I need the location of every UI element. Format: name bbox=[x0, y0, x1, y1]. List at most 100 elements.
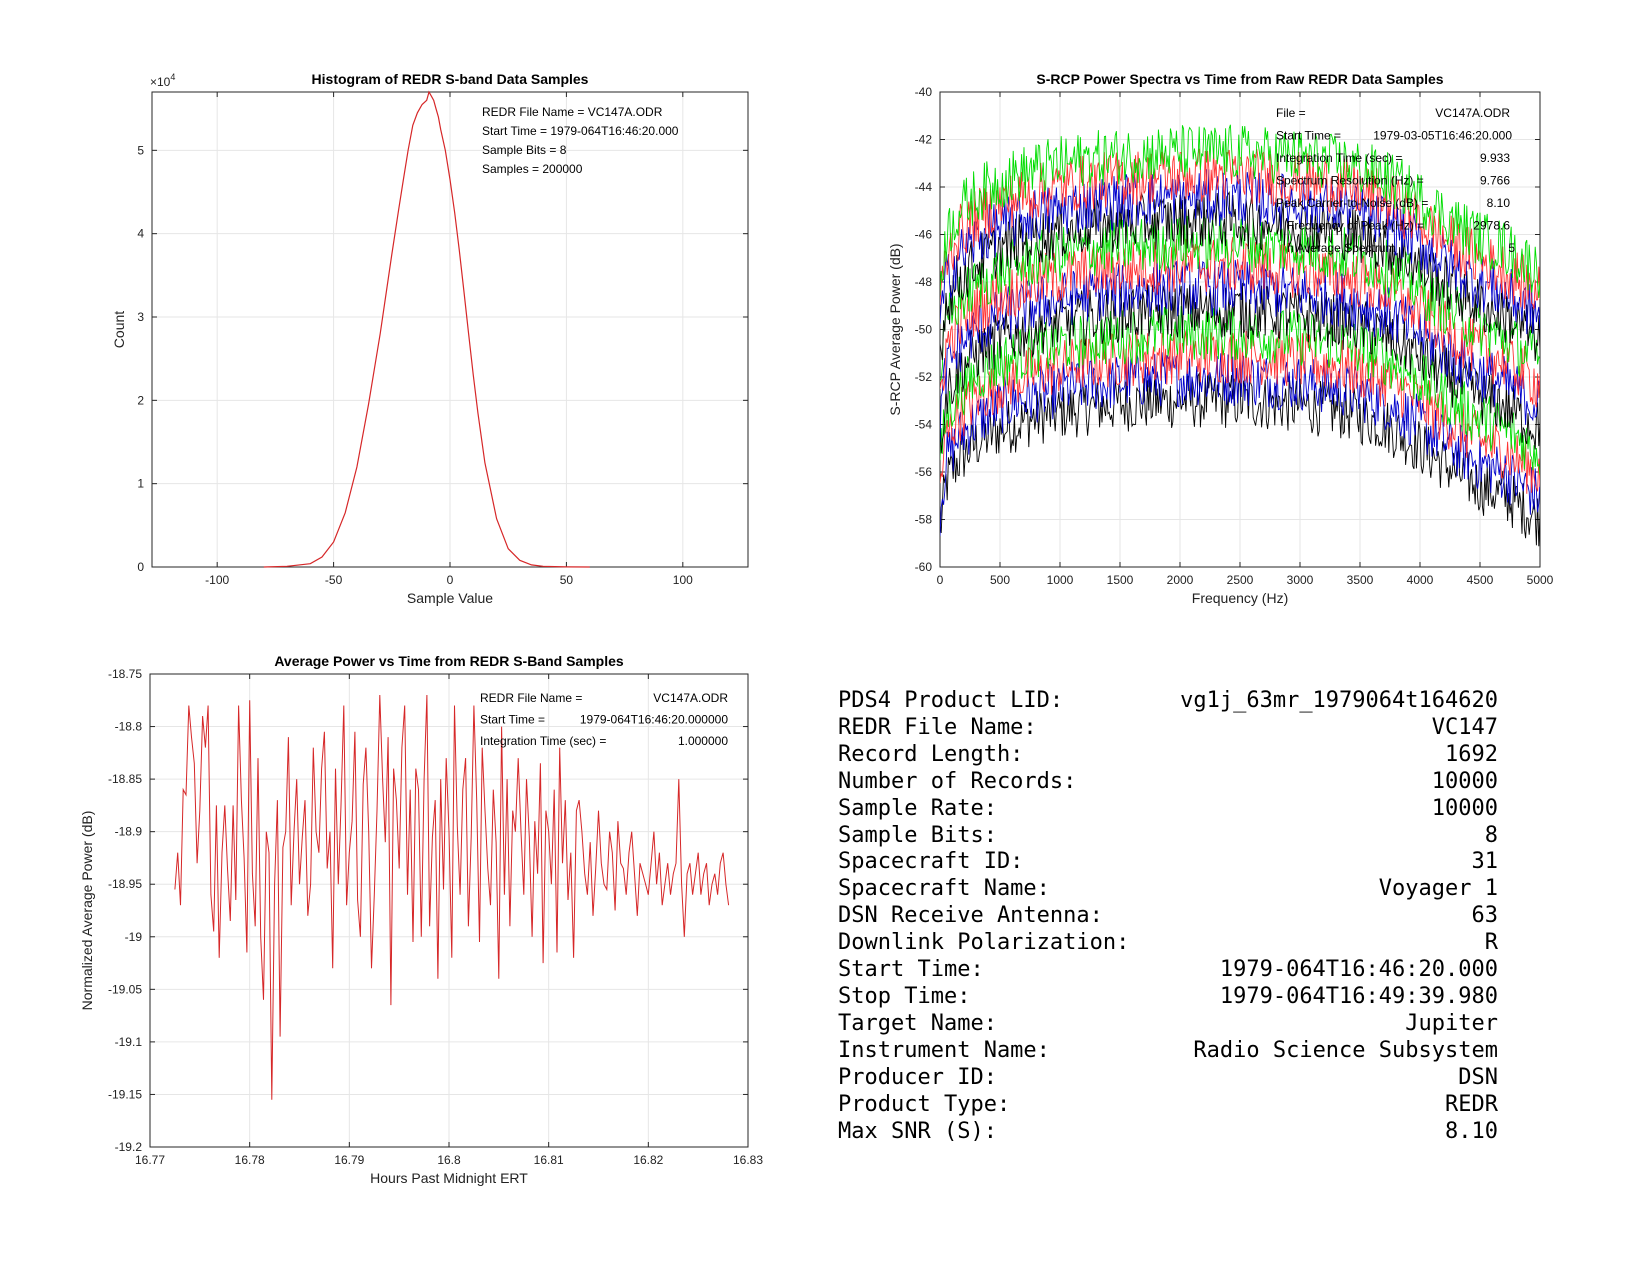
metadata-label: PDS4 Product LID: bbox=[838, 688, 1064, 713]
y-exponent-power: 4 bbox=[170, 72, 175, 82]
y-axis-label: Normalized Average Power (dB) bbox=[79, 811, 95, 1011]
spectra-annotation-label: Spectrum Resolution (Hz) = bbox=[1276, 174, 1424, 188]
x-axis-label: Hours Past Midnight ERT bbox=[370, 1170, 528, 1186]
metadata-row: Downlink Polarization: R bbox=[838, 930, 1498, 957]
y-exponent-label: ×104 bbox=[150, 72, 175, 89]
y-tick-label: -52 bbox=[915, 370, 933, 384]
chart-title: S-RCP Power Spectra vs Time from Raw RED… bbox=[1036, 71, 1443, 87]
metadata-label: REDR File Name: bbox=[838, 714, 1037, 740]
average-power-annotation-label: Integration Time (sec) = bbox=[480, 734, 606, 748]
spectrum-trace bbox=[940, 371, 1540, 547]
y-tick-label: -40 bbox=[915, 85, 933, 99]
metadata-value: 10000 bbox=[1431, 795, 1498, 821]
x-tick-label: 4500 bbox=[1467, 573, 1494, 587]
x-tick-label: 4000 bbox=[1407, 573, 1434, 587]
spectra-annotation-value: 2978.6 bbox=[1473, 219, 1510, 233]
average-power-annotation-value: VC147A.ODR bbox=[653, 691, 728, 705]
metadata-label: Product Type: bbox=[838, 1091, 1011, 1117]
y-tick-label: -58 bbox=[915, 513, 933, 527]
y-tick-label: -60 bbox=[915, 560, 933, 574]
metadata-label: Spacecraft Name: bbox=[838, 876, 1050, 902]
x-tick-label: 2500 bbox=[1227, 573, 1254, 587]
metadata-label: Max SNR (S): bbox=[838, 1118, 997, 1144]
metadata-row: Producer ID: DSN bbox=[838, 1065, 1498, 1092]
y-tick-label: -56 bbox=[915, 465, 933, 479]
x-tick-label: 0 bbox=[937, 573, 944, 587]
x-tick-label: 16.81 bbox=[534, 1153, 564, 1167]
metadata-row: Max SNR (S): 8.10 bbox=[838, 1119, 1498, 1146]
y-tick-label: -50 bbox=[915, 323, 933, 337]
y-tick-label: 2 bbox=[137, 393, 144, 407]
average-power-chart: 16.77 16.78 16.79 16.8 16.81 16.82 16.83 -19.2 -… bbox=[79, 653, 763, 1186]
metadata-row: Start Time: 1979-064T16:46:20.000 bbox=[838, 957, 1498, 984]
y-tick-label: 3 bbox=[137, 310, 144, 324]
metadata-row: Number of Records: 10000 bbox=[838, 769, 1498, 796]
x-tick-label: 16.83 bbox=[733, 1153, 763, 1167]
metadata-value: 63 bbox=[1471, 903, 1499, 929]
metadata-label: Target Name: bbox=[838, 1010, 997, 1036]
x-tick-label: 3000 bbox=[1287, 573, 1314, 587]
y-tick-label: 0 bbox=[137, 560, 144, 574]
x-axis-label: Sample Value bbox=[407, 590, 493, 606]
metadata-value: 8.10 bbox=[1445, 1118, 1498, 1144]
spectra-annotation-label: Integration Time (sec) = bbox=[1276, 151, 1402, 165]
metadata-value: VC147 bbox=[1431, 714, 1498, 740]
metadata-value: 10000 bbox=[1431, 768, 1498, 794]
average-power-annotation-label: Start Time = bbox=[480, 713, 545, 727]
metadata-row: Sample Bits: 8 bbox=[838, 823, 1498, 850]
metadata-row: Record Length: 1692 bbox=[838, 742, 1498, 769]
y-tick-label: -18.8 bbox=[115, 720, 143, 734]
metadata-value: R bbox=[1484, 930, 1498, 956]
metadata-label: Spacecraft ID: bbox=[838, 849, 1024, 875]
metadata-value: Voyager 1 bbox=[1378, 876, 1498, 902]
x-tick-label: -100 bbox=[205, 573, 229, 587]
metadata-value: Radio Science Subsystem bbox=[1193, 1037, 1498, 1063]
metadata-value: REDR bbox=[1445, 1091, 1498, 1117]
x-tick-label: 3500 bbox=[1347, 573, 1374, 587]
product-metadata-table: PDS4 Product LID: vg1j_63mr_1979064t16462… bbox=[838, 688, 1498, 1145]
metadata-label: DSN Receive Antenna: bbox=[838, 903, 1103, 929]
y-tick-label: 5 bbox=[137, 143, 144, 157]
chart-title: Histogram of REDR S-band Data Samples bbox=[312, 71, 589, 87]
y-axis-label: S-RCP Average Power (dB) bbox=[887, 243, 903, 415]
spectra-annotation-label: Start Time = bbox=[1276, 129, 1341, 143]
y-tick-label: 1 bbox=[137, 477, 144, 491]
y-tick-label: -19.05 bbox=[108, 982, 142, 996]
metadata-value: 1979-064T16:49:39.980 bbox=[1219, 983, 1498, 1009]
average-power-series-line bbox=[174, 694, 730, 1100]
y-tick-label: -18.9 bbox=[115, 825, 143, 839]
x-axis-label: Frequency (Hz) bbox=[1192, 590, 1288, 606]
metadata-value: 8 bbox=[1484, 822, 1498, 848]
y-tick-label: -19.15 bbox=[108, 1087, 142, 1101]
spectra-annotation-value: 5 bbox=[1508, 241, 1515, 255]
spectra-annotation-value: 9.766 bbox=[1480, 174, 1510, 188]
metadata-label: Stop Time: bbox=[838, 983, 971, 1009]
metadata-label: Producer ID: bbox=[838, 1064, 997, 1090]
metadata-row: Spacecraft Name: Voyager 1 bbox=[838, 876, 1498, 903]
spectra-annotation-label: File = bbox=[1276, 106, 1306, 120]
metadata-row: Stop Time: 1979-064T16:49:39.980 bbox=[838, 984, 1498, 1011]
y-tick-label: -18.75 bbox=[108, 667, 142, 681]
x-tick-label: 1000 bbox=[1047, 573, 1074, 587]
x-tick-label: 2000 bbox=[1167, 573, 1194, 587]
x-tick-label: 1500 bbox=[1107, 573, 1134, 587]
histogram-annotation: Samples = 200000 bbox=[482, 162, 583, 176]
spectra-annotation-label: n Average Spectrum bbox=[1287, 241, 1396, 255]
histogram-annotation: Start Time = 1979-064T16:46:20.000 bbox=[482, 124, 679, 138]
metadata-label: Sample Bits: bbox=[838, 822, 997, 848]
y-tick-label: -54 bbox=[915, 418, 933, 432]
spectrum-trace bbox=[940, 259, 1540, 442]
histogram-annotation: Sample Bits = 8 bbox=[482, 143, 567, 157]
metadata-value: DSN bbox=[1458, 1064, 1498, 1090]
spectrum-trace bbox=[940, 191, 1540, 362]
y-tick-label: -18.85 bbox=[108, 772, 142, 786]
x-tick-label: 16.79 bbox=[334, 1153, 364, 1167]
y-axis-label: Count bbox=[111, 311, 127, 348]
chart-title: Average Power vs Time from REDR S-Band S… bbox=[274, 653, 624, 669]
spectra-annotation-value: 1979-03-05T16:46:20.000 bbox=[1373, 129, 1512, 143]
x-tick-label: 16.8 bbox=[437, 1153, 461, 1167]
histogram-series-line bbox=[263, 90, 590, 568]
metadata-value: Jupiter bbox=[1405, 1010, 1498, 1036]
y-tick-label: -46 bbox=[915, 228, 933, 242]
